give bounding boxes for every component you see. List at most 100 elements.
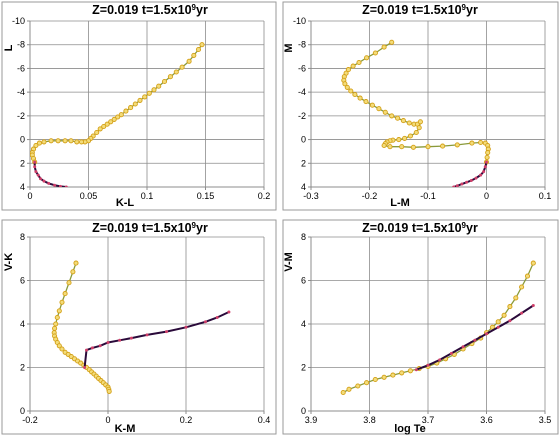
- x-tick-label: -0.2: [22, 415, 38, 425]
- giant-branch-point: [59, 299, 65, 305]
- giant-branch-point: [372, 50, 378, 56]
- giant-branch-point: [62, 138, 68, 144]
- chart-panel-4: Z=0.019 t=1.5x109yr 3.9 3.8 3.7 3.6 3.5 0 2 4 6 8 l…: [282, 219, 559, 435]
- main-sequence-point: [485, 160, 488, 164]
- giant-branch-point: [48, 138, 54, 144]
- giant-branch-point: [389, 113, 395, 119]
- chart-title: Z=0.019 t=1.5x109yr: [92, 221, 208, 236]
- giant-branch-point: [345, 67, 351, 73]
- giant-branch-point: [352, 91, 358, 98]
- giant-branch-point: [66, 280, 72, 286]
- main-sequence-point: [482, 170, 486, 174]
- x-tick-label: 0: [105, 415, 110, 425]
- giant-branch-point: [381, 44, 387, 50]
- y-tick-label: 0: [301, 406, 306, 416]
- giant-branch-point: [104, 121, 110, 127]
- x-tick-label: 3.7: [422, 415, 435, 425]
- giant-branch-point: [395, 115, 401, 121]
- y-tick-label: -4: [17, 87, 25, 97]
- giant-branch-point: [350, 63, 356, 69]
- giant-branch-point: [396, 137, 402, 143]
- chart-title: Z=0.019 t=1.5x109yr: [362, 3, 478, 18]
- main-sequence-point: [165, 330, 168, 334]
- main-sequence-point: [215, 316, 219, 319]
- x-tick-label: -0.3: [303, 191, 319, 201]
- main-sequence-point: [449, 351, 453, 355]
- main-sequence-point: [469, 179, 473, 182]
- giant-branch-point: [410, 144, 416, 150]
- y-tick-label: 2: [301, 158, 306, 168]
- plot-area: [30, 42, 205, 187]
- giant-branch-point: [151, 87, 157, 93]
- giant-branch-point: [195, 46, 202, 53]
- main-sequence-point: [85, 348, 88, 352]
- giant-branch-point: [407, 133, 413, 139]
- main-sequence-point: [145, 333, 149, 337]
- chart-title: Z=0.019 t=1.5x109yr: [362, 221, 478, 236]
- chart-title-exponent: 9: [192, 3, 197, 12]
- giant-branch-point: [173, 69, 179, 75]
- main-sequence-point: [465, 180, 469, 184]
- x-axis-label: log Te: [394, 423, 426, 435]
- main-sequence-point: [34, 170, 38, 174]
- giant-branch-point: [101, 123, 107, 130]
- giant-branch-point: [369, 102, 375, 108]
- y-axis-label: V-K: [3, 253, 15, 271]
- giant-branch-point: [199, 42, 205, 48]
- giant-branch-point: [167, 74, 173, 80]
- y-tick-label: 6: [301, 276, 306, 286]
- main-sequence-point: [426, 363, 430, 367]
- giant-branch-point: [507, 304, 513, 310]
- giant-branch-point: [74, 139, 80, 145]
- giant-branch-point: [340, 389, 346, 396]
- giant-branch-point: [137, 97, 143, 103]
- main-sequence-point: [204, 320, 207, 324]
- giant-branch-point: [132, 101, 138, 107]
- giant-branch-point: [355, 383, 361, 389]
- giant-branch-point: [364, 55, 370, 61]
- main-sequence-point: [118, 338, 122, 342]
- giant-branch-point: [382, 109, 388, 115]
- main-sequence-point: [473, 338, 477, 342]
- giant-branch-point: [530, 260, 536, 266]
- x-tick-label: 0.4: [258, 415, 271, 425]
- giant-branch-point: [59, 346, 65, 352]
- chart-title-main: Z=0.019 t=1.5x10: [362, 221, 461, 235]
- y-axis-label: M: [283, 43, 295, 52]
- plot-area: [341, 39, 491, 187]
- chart-title-main: Z=0.019 t=1.5x10: [362, 3, 461, 17]
- giant-branch-point: [348, 88, 354, 94]
- giant-branch-point: [363, 99, 369, 105]
- x-tick-label: 0.15: [197, 191, 215, 201]
- giant-branch-point: [186, 58, 192, 64]
- giant-branch-point: [524, 273, 531, 279]
- panel-frame: [282, 219, 559, 435]
- main-sequence-line: [453, 161, 488, 187]
- giant-branch-point: [454, 142, 460, 148]
- panel-frame: [282, 1, 559, 211]
- y-tick-label: -2: [17, 111, 25, 121]
- y-tick-label: -8: [17, 40, 25, 50]
- main-sequence-point: [36, 173, 40, 177]
- giant-branch-point: [513, 295, 519, 301]
- giant-branch-point: [406, 120, 412, 126]
- giant-branch-point: [161, 78, 168, 85]
- main-sequence-point: [39, 177, 42, 181]
- chart-title-main: Z=0.019 t=1.5x10: [92, 3, 191, 17]
- giant-branch-point: [108, 119, 114, 125]
- x-tick-label: -0.1: [420, 191, 436, 201]
- chart-title-tail: yr: [466, 3, 478, 17]
- main-sequence-point: [98, 344, 102, 348]
- y-tick-label: 2: [20, 158, 25, 168]
- y-tick-label: 0: [301, 135, 306, 145]
- main-sequence-point: [479, 173, 483, 177]
- x-tick-label: 0.2: [258, 191, 271, 201]
- y-tick-label: 2: [20, 363, 25, 373]
- giant-branch-point: [78, 139, 85, 145]
- main-sequence-point: [129, 336, 133, 340]
- y-tick-label: 4: [20, 319, 25, 329]
- giant-branch-point: [146, 90, 152, 96]
- y-tick-label: -10: [293, 16, 306, 26]
- giant-branch-point: [356, 59, 362, 66]
- plot-area: [340, 260, 536, 396]
